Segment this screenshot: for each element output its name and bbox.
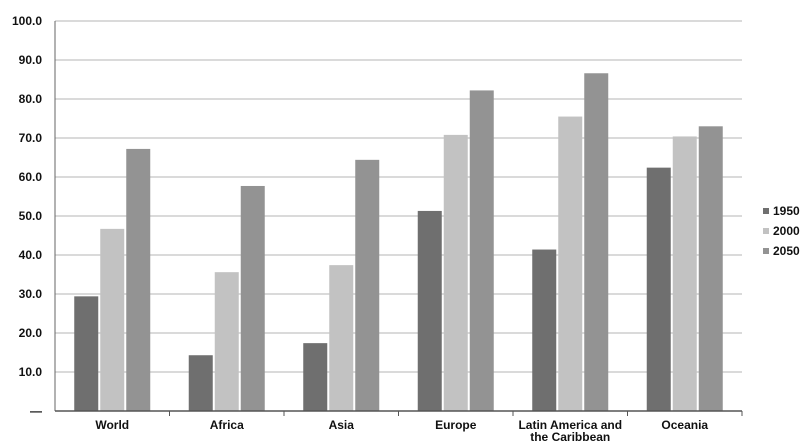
y-tick-label: 40.0 [19, 248, 43, 262]
legend-swatch [763, 248, 769, 254]
bar-1950 [188, 355, 213, 411]
bar-2000 [558, 116, 583, 412]
bar-2000 [443, 134, 468, 411]
y-tick-label: 30.0 [19, 287, 43, 301]
x-axis: World Africa Asia Europe Latin America andth… [55, 410, 743, 444]
bar-2050 [698, 126, 723, 412]
legend-swatch [763, 228, 769, 234]
y-tick-label: — [30, 404, 42, 418]
gridlines [55, 20, 742, 373]
bar-2050 [469, 90, 494, 412]
bar-2050 [355, 159, 380, 411]
y-tick-label: 80.0 [19, 92, 43, 106]
legend-label: 2000 [773, 224, 800, 238]
x-tick-label: Asia [329, 418, 355, 432]
bar-2050 [584, 73, 609, 411]
bar-2000 [100, 228, 125, 411]
bar-1950 [303, 343, 328, 411]
legend-label: 2050 [773, 244, 800, 258]
y-tick-label: 70.0 [19, 131, 43, 145]
y-tick-label: 100.0 [12, 14, 42, 28]
y-tick-label: 10.0 [19, 365, 43, 379]
x-tick-label: Latin America and [518, 418, 622, 432]
legend-swatch [763, 208, 769, 214]
bar-2000 [214, 272, 239, 411]
x-tick-label: Oceania [661, 418, 708, 432]
bar-2000 [672, 136, 697, 411]
y-tick-label: 60.0 [19, 170, 43, 184]
bar-1950 [646, 167, 671, 411]
bar-2000 [329, 265, 354, 411]
bar-1950 [532, 249, 557, 411]
y-tick-label: 20.0 [19, 326, 43, 340]
bar-2050 [126, 148, 151, 412]
y-axis: — 10.0 20.0 30.0 40.0 50.0 60.0 70.0 80.0 90.0 100… [12, 14, 56, 418]
bar-2050 [240, 185, 265, 411]
bar-1950 [417, 210, 442, 411]
legend: 1950 2000 2050 [763, 204, 800, 258]
x-tick-label: Africa [210, 418, 244, 432]
y-tick-label: 90.0 [19, 53, 43, 67]
x-tick-label: Europe [435, 418, 477, 432]
bars [74, 73, 723, 412]
legend-label: 1950 [773, 204, 800, 218]
x-tick-label: the Caribbean [530, 430, 610, 444]
bar-1950 [74, 296, 99, 411]
y-tick-label: 50.0 [19, 209, 43, 223]
x-tick-label: World [95, 418, 129, 432]
